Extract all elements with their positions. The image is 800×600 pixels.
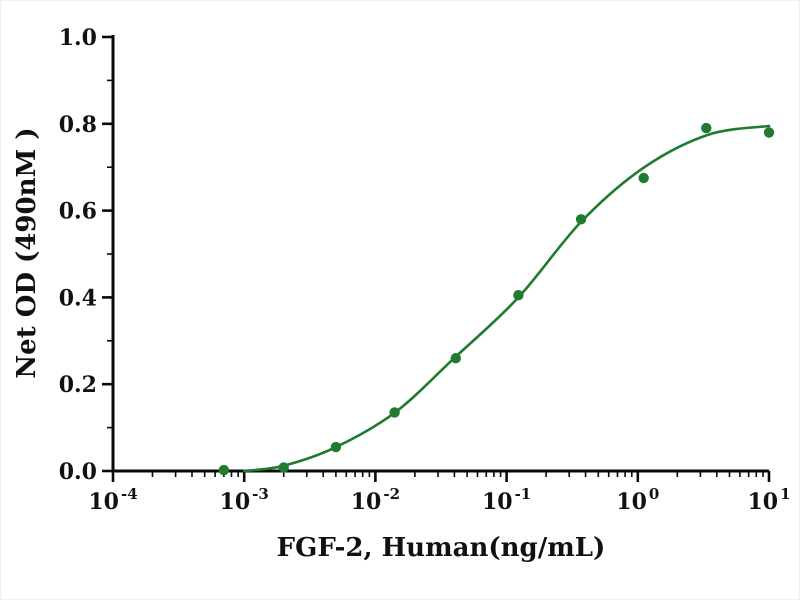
data-point — [389, 407, 400, 418]
y-tick-label: 0.8 — [59, 112, 97, 138]
data-point — [513, 290, 524, 301]
x-tick-label: 10 1 — [747, 485, 790, 515]
y-tick-label: 1.0 — [59, 25, 97, 51]
fit-curve — [242, 124, 771, 473]
data-point — [218, 464, 230, 476]
data-point — [575, 214, 587, 225]
x-tick-label: 10 -1 — [482, 485, 531, 515]
x-tick-label: 10 -3 — [220, 485, 269, 515]
data-point — [763, 127, 775, 138]
y-tick-label: 0.0 — [59, 459, 97, 485]
y-tick-label: 0.2 — [59, 372, 97, 398]
x-tick-label: 10 0 — [616, 485, 659, 515]
data-point — [638, 172, 649, 184]
data-point — [330, 441, 342, 453]
y-tick-label: 0.6 — [59, 199, 97, 225]
data-point — [701, 122, 712, 134]
y-tick-label: 0.4 — [59, 285, 97, 311]
x-tick-label: 10 -2 — [351, 485, 400, 515]
data-point — [278, 462, 289, 473]
data-point — [450, 353, 461, 364]
y-axis-title: Net OD (490nM ) — [12, 127, 42, 379]
x-tick-label: 10 -4 — [88, 485, 137, 515]
x-axis-title: FGF-2, Human(ng/mL) — [276, 533, 606, 563]
